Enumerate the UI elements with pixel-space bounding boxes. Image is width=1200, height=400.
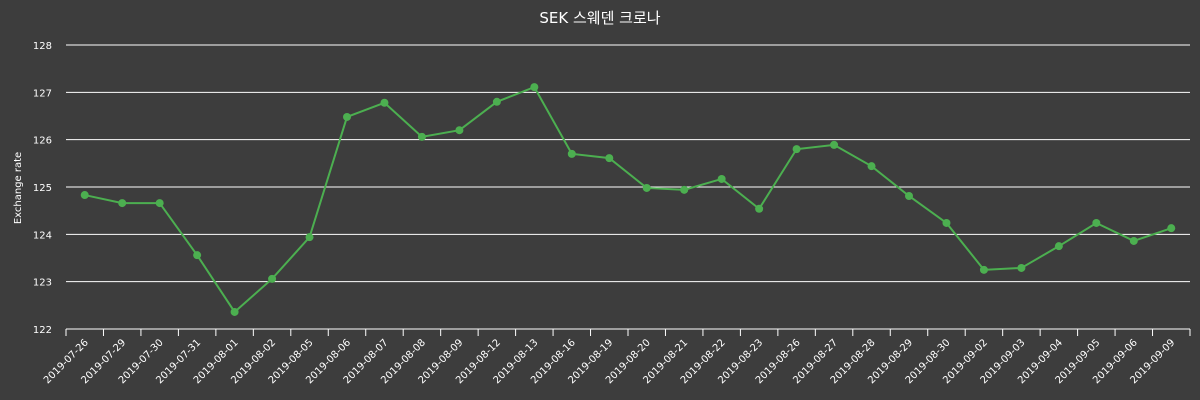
y-tick-label: 123 xyxy=(33,278,52,289)
data-point[interactable] xyxy=(268,274,277,283)
chart-title: SEK 스웨덴 크로나 xyxy=(539,9,660,27)
data-point[interactable] xyxy=(1129,236,1138,245)
gridlines xyxy=(66,44,1190,283)
y-axis-label: Exchange rate xyxy=(13,152,24,224)
data-point[interactable] xyxy=(118,199,127,208)
data-point[interactable] xyxy=(567,149,576,158)
data-point[interactable] xyxy=(979,265,988,274)
x-axis: 2019-07-262019-07-292019-07-302019-07-31… xyxy=(42,328,1191,386)
data-point[interactable] xyxy=(230,307,239,316)
data-series xyxy=(80,83,1176,316)
y-tick-label: 122 xyxy=(33,325,52,336)
data-point[interactable] xyxy=(343,112,351,121)
y-tick-label: 127 xyxy=(33,88,52,99)
data-point[interactable] xyxy=(942,218,951,227)
data-point[interactable] xyxy=(755,204,764,213)
data-point[interactable] xyxy=(455,126,464,135)
data-point[interactable] xyxy=(80,191,89,200)
data-point[interactable] xyxy=(305,233,314,242)
data-point[interactable] xyxy=(867,162,876,171)
data-point[interactable] xyxy=(530,83,539,92)
y-axis-ticks: 122 123 124 125 126 127 128 xyxy=(33,41,52,336)
y-tick-label: 125 xyxy=(33,183,52,194)
y-tick-label: 128 xyxy=(33,41,52,52)
data-point[interactable] xyxy=(717,174,726,183)
data-point[interactable] xyxy=(380,98,389,107)
data-point[interactable] xyxy=(492,97,501,106)
data-point[interactable] xyxy=(792,145,801,154)
data-point[interactable] xyxy=(417,132,426,141)
data-point[interactable] xyxy=(680,185,689,194)
data-point[interactable] xyxy=(905,191,913,200)
data-point[interactable] xyxy=(1054,242,1063,251)
data-point[interactable] xyxy=(642,183,651,192)
data-point[interactable] xyxy=(193,251,202,260)
data-point[interactable] xyxy=(1092,218,1101,227)
data-point[interactable] xyxy=(1017,263,1026,272)
data-point[interactable] xyxy=(155,199,164,208)
series-line xyxy=(84,85,1172,314)
y-tick-label: 126 xyxy=(33,136,52,147)
data-point[interactable] xyxy=(1167,224,1176,233)
data-point[interactable] xyxy=(605,154,614,163)
y-tick-label: 124 xyxy=(33,230,52,241)
data-point[interactable] xyxy=(830,140,839,149)
